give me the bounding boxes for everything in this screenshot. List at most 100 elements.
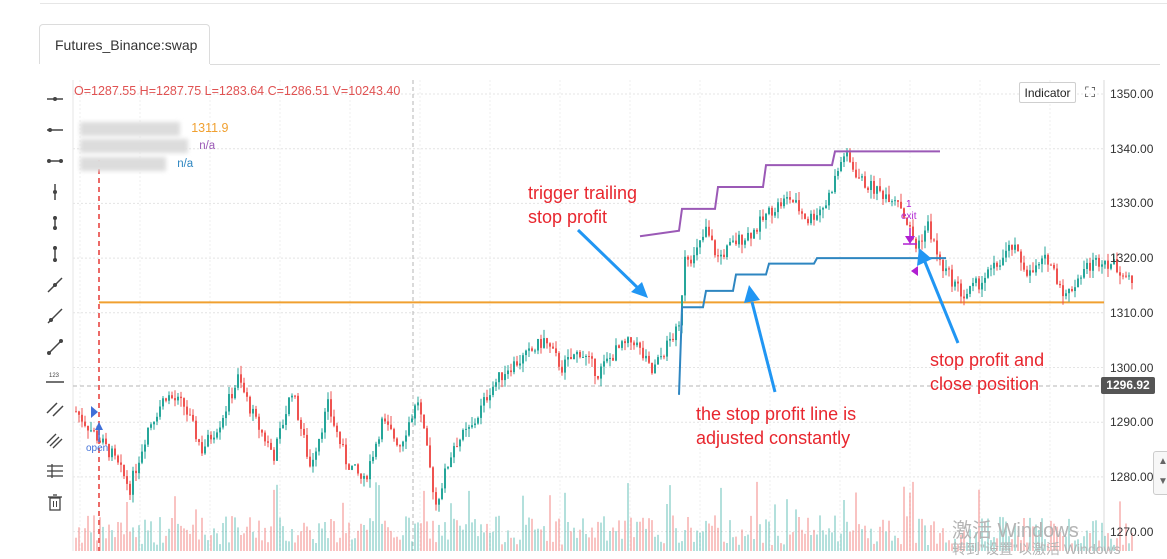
volume-bar [636, 521, 638, 551]
volume-bar [186, 529, 188, 551]
volume-bar [372, 521, 374, 551]
candle-body [834, 175, 836, 193]
volume-bar [225, 516, 227, 551]
candle-body [1032, 270, 1034, 273]
vertical-line-icon[interactable] [40, 178, 70, 206]
fib-retracement-icon[interactable] [40, 457, 70, 485]
volume-bar [1104, 535, 1106, 551]
candle-body [930, 221, 932, 240]
volume-bar [501, 544, 503, 551]
candle-body [246, 392, 248, 397]
volume-bar [168, 528, 170, 551]
y-tick-label: 1280.00 [1110, 469, 1154, 484]
candle-body [1026, 269, 1028, 276]
trend-line-icon[interactable] [40, 271, 70, 299]
candle-body [1092, 259, 1094, 271]
candle-body [99, 440, 101, 443]
volume-bar [759, 524, 761, 551]
volume-bar [900, 544, 902, 551]
candle-body [909, 225, 911, 227]
candle-body [783, 198, 785, 207]
candle-body [996, 262, 998, 267]
candle-body [132, 470, 134, 495]
volume-bar [279, 517, 281, 551]
candle-body [240, 374, 242, 383]
volume-bar [798, 517, 800, 551]
candle-body [1128, 275, 1130, 277]
candle-body [708, 226, 710, 236]
candle-body [756, 229, 758, 232]
volume-bar [417, 522, 419, 551]
candle-body [1080, 277, 1082, 279]
indicator-button[interactable]: Indicator [1019, 82, 1076, 103]
vertical-segment-icon[interactable] [40, 209, 70, 237]
volume-bar [300, 531, 302, 551]
volume-bar [504, 542, 506, 551]
price-label-icon[interactable]: 123 [40, 364, 70, 392]
trend-ray-icon[interactable] [40, 302, 70, 330]
volume-bar [1050, 520, 1052, 551]
volume-bar [867, 538, 869, 551]
trash-icon[interactable] [40, 488, 70, 516]
volume-bar [393, 537, 395, 551]
volume-bar [408, 517, 410, 551]
candle-body [273, 449, 275, 461]
candle-body [882, 190, 884, 199]
volume-bar [996, 538, 998, 551]
candle-body [990, 268, 992, 270]
volume-bar [582, 518, 584, 551]
multi-line-icon[interactable] [40, 426, 70, 454]
candle-body [606, 358, 608, 362]
volume-bar [222, 523, 224, 551]
trend-segment-icon[interactable] [40, 333, 70, 361]
candle-body [984, 277, 986, 283]
volume-bar [954, 538, 956, 551]
volume-bar [510, 537, 512, 551]
expand-icon[interactable]: ⛶ [1085, 84, 1095, 100]
candle-body [879, 186, 881, 191]
volume-bar [624, 520, 626, 551]
scroll-control[interactable]: ▲ ▼ [1153, 451, 1167, 495]
parallel-channel-icon[interactable] [40, 395, 70, 423]
candle-body [1101, 264, 1103, 267]
candle-body [522, 355, 524, 364]
candle-body [294, 395, 296, 397]
volume-bar [297, 535, 299, 551]
candle-body [213, 437, 215, 440]
candle-body [636, 342, 638, 346]
candle-body [732, 240, 734, 242]
volume-bar [912, 481, 914, 551]
candle-body [543, 338, 545, 348]
candle-body [414, 405, 416, 419]
candle-body [162, 398, 164, 407]
candle-body [90, 430, 92, 432]
candle-body [1008, 244, 1010, 251]
volume-bar [99, 517, 101, 551]
horizontal-line-icon[interactable] [40, 85, 70, 113]
candle-body [927, 221, 929, 231]
candle-body [234, 387, 236, 399]
candle-body [459, 439, 461, 447]
volume-bar [147, 530, 149, 551]
volume-bar [732, 537, 734, 551]
volume-bar [333, 521, 335, 551]
candle-body [933, 239, 935, 241]
horizontal-segment-icon[interactable] [40, 147, 70, 175]
volume-bar [528, 517, 530, 551]
volume-bar [1107, 533, 1109, 551]
exit-arrow-head-icon [905, 236, 915, 244]
candle-body [96, 430, 98, 441]
volume-bar [981, 518, 983, 551]
volume-bar [420, 523, 422, 551]
volume-bar [1029, 517, 1031, 551]
horizontal-ray-icon[interactable] [40, 116, 70, 144]
candle-body [1107, 260, 1109, 269]
vertical-ray-icon[interactable] [40, 240, 70, 268]
volume-bar [93, 515, 95, 551]
volume-bar [816, 534, 818, 551]
volume-bar [90, 532, 92, 551]
tab-futures-binance[interactable]: Futures_Binance:swap [39, 24, 210, 64]
candle-body [966, 293, 968, 299]
volume-bar [930, 525, 932, 551]
